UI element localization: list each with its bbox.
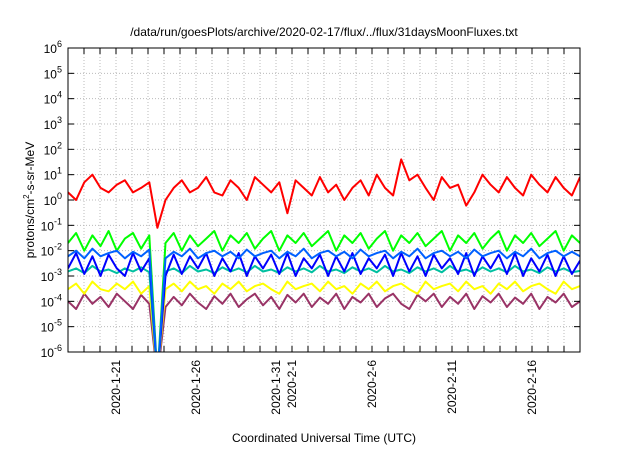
y-axis-label: protons/cm2-s-sr-MeV bbox=[22, 142, 37, 258]
y-tick-label: 10-5 bbox=[41, 318, 62, 335]
y-tick-label: 10-1 bbox=[41, 216, 62, 233]
y-tick-label: 101 bbox=[44, 166, 62, 183]
y-tick-label: 10-4 bbox=[41, 292, 62, 309]
x-axis-label: Coordinated Universal Time (UTC) bbox=[232, 431, 416, 445]
series-line-lightblue bbox=[68, 247, 580, 352]
x-tick-label: 2020-2-16 bbox=[525, 360, 539, 415]
y-tick-label: 10-6 bbox=[41, 343, 62, 360]
y-tick-label: 104 bbox=[44, 90, 62, 107]
grid bbox=[68, 48, 580, 352]
x-tick-label: 2020-1-31 bbox=[269, 360, 283, 415]
x-tick-label: 2020-1-26 bbox=[189, 360, 203, 415]
y-tick-label: 102 bbox=[44, 140, 62, 157]
x-tick-label: 2020-1-21 bbox=[109, 360, 123, 415]
x-tick-label: 2020-2-1 bbox=[285, 360, 299, 408]
x-tick-labels: 2020-1-21 2020-1-26 2020-1-31 2020-2-1 2020-… bbox=[109, 360, 539, 415]
ticks bbox=[68, 47, 580, 353]
series-line-yellow bbox=[68, 280, 580, 352]
y-tick-label: 103 bbox=[44, 115, 62, 132]
y-tick-label: 10-2 bbox=[41, 242, 62, 259]
x-tick-label: 2020-2-11 bbox=[445, 360, 459, 414]
series-group bbox=[68, 158, 580, 352]
y-tick-label: 10-3 bbox=[41, 267, 62, 284]
y-tick-label: 105 bbox=[44, 64, 62, 81]
y-tick-label: 106 bbox=[44, 39, 62, 56]
y-tick-labels: 106 105 104 103 102 101 100 10-1 10-2 10-3 10-4 10-… bbox=[41, 39, 62, 360]
series-line-red bbox=[68, 158, 580, 229]
y-tick-label: 100 bbox=[44, 191, 62, 208]
x-tick-label: 2020-2-6 bbox=[365, 360, 379, 408]
chart-title: /data/run/goesPlots/archive/2020-02-17/f… bbox=[130, 25, 518, 39]
